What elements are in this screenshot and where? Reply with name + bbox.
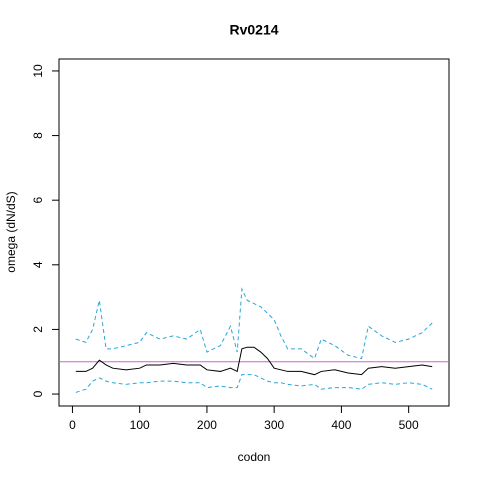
x-tick-label: 400: [331, 418, 351, 432]
y-tick-label: 2: [31, 326, 45, 333]
series-line: [75, 346, 433, 376]
x-tick-label: 200: [197, 418, 217, 432]
chart-title: Rv0214: [229, 22, 278, 38]
y-axis-label: omega (dN/dS): [4, 191, 18, 272]
y-tick-label: 4: [31, 261, 45, 268]
x-tick-label: 500: [399, 418, 419, 432]
x-tick-label: 0: [69, 418, 76, 432]
series-line: [75, 374, 433, 393]
x-tick-label: 300: [264, 418, 284, 432]
y-tick-label: 6: [31, 197, 45, 204]
x-tick-label: 100: [130, 418, 150, 432]
x-axis-label: codon: [238, 450, 271, 464]
y-tick-label: 10: [31, 64, 45, 78]
y-tick-label: 0: [31, 390, 45, 397]
y-tick-label: 8: [31, 132, 45, 139]
plot-frame: [58, 58, 450, 407]
series-line: [75, 287, 433, 360]
